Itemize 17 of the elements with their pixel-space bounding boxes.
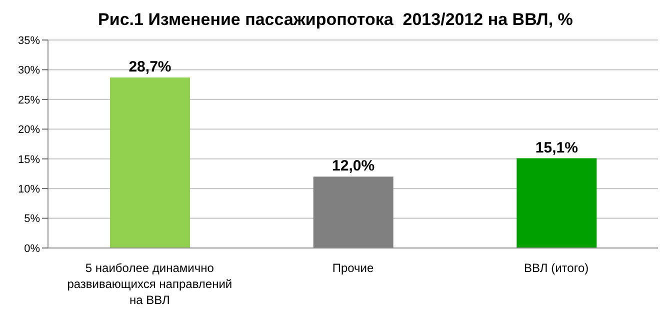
x-tick-label: Прочие	[332, 261, 374, 275]
bar	[516, 158, 597, 248]
data-label: 28,7%	[128, 58, 172, 76]
y-tick-label: 20%	[18, 124, 40, 136]
y-tick-label: 30%	[18, 64, 40, 77]
y-tick-label: 15%	[18, 154, 40, 166]
y-tick-label: 10%	[18, 183, 40, 196]
y-tick-label: 25%	[18, 94, 40, 106]
x-tick-label: ВВЛ (итого)	[524, 261, 589, 275]
x-tick-label: 5 наиболее динамично развивающихся направлений на ВВЛ	[67, 261, 232, 307]
data-label: 15,1%	[535, 139, 578, 156]
bar	[110, 77, 190, 248]
y-tick-label: 5%	[24, 213, 40, 226]
chart-title: Рис.1 Изменение пассажиропотока 2013/2012 на ВВЛ, %	[97, 10, 574, 31]
y-tick-label: 35%	[18, 34, 40, 47]
y-tick-label: 0%	[24, 242, 40, 255]
data-label: 12,0%	[332, 158, 375, 175]
